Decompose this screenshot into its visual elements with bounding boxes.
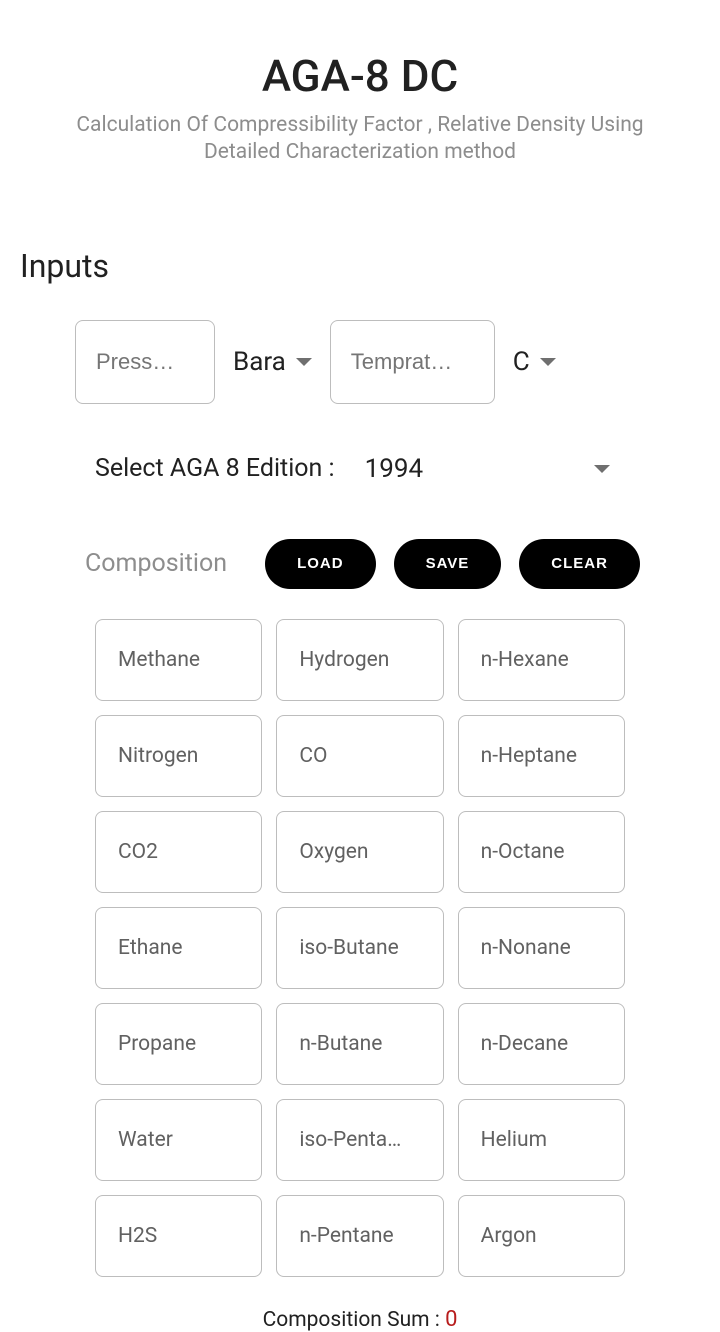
- composition-cell[interactable]: n-Nonane: [458, 907, 625, 989]
- inputs-heading: Inputs: [20, 247, 700, 285]
- edition-row: Select AGA 8 Edition : 1994: [20, 454, 700, 484]
- composition-cell[interactable]: Hydrogen: [276, 619, 443, 701]
- temperature-input[interactable]: [330, 320, 495, 404]
- temperature-unit-select[interactable]: C: [513, 347, 556, 377]
- chevron-down-icon: [540, 358, 556, 366]
- edition-selected-value: 1994: [365, 454, 423, 484]
- save-button[interactable]: SAVE: [394, 539, 502, 589]
- composition-cell[interactable]: n-Hexane: [458, 619, 625, 701]
- composition-grid: MethaneHydrogenn-Hexane NitrogenCOn-Hepta…: [20, 619, 700, 1277]
- pressure-unit-label: Bara: [233, 347, 286, 377]
- composition-cell[interactable]: Helium: [458, 1099, 625, 1181]
- pressure-unit-select[interactable]: Bara: [233, 347, 312, 377]
- composition-cell[interactable]: iso-Penta…: [276, 1099, 443, 1181]
- chevron-down-icon: [296, 358, 312, 366]
- composition-cell[interactable]: H2S: [95, 1195, 262, 1277]
- temperature-unit-label: C: [513, 347, 530, 377]
- composition-cell[interactable]: iso-Butane: [276, 907, 443, 989]
- composition-cell[interactable]: n-Decane: [458, 1003, 625, 1085]
- composition-cell[interactable]: Oxygen: [276, 811, 443, 893]
- inputs-row: Bara C: [20, 320, 700, 404]
- composition-sum-value: 0: [445, 1307, 457, 1332]
- composition-cell[interactable]: Propane: [95, 1003, 262, 1085]
- composition-cell[interactable]: n-Butane: [276, 1003, 443, 1085]
- load-button[interactable]: LOAD: [265, 539, 376, 589]
- page-subtitle: Calculation Of Compressibility Factor , …: [20, 112, 700, 167]
- composition-cell[interactable]: CO2: [95, 811, 262, 893]
- composition-cell[interactable]: CO: [276, 715, 443, 797]
- chevron-down-icon: [594, 465, 610, 473]
- composition-cell[interactable]: Ethane: [95, 907, 262, 989]
- composition-cell[interactable]: Argon: [458, 1195, 625, 1277]
- composition-cell[interactable]: n-Heptane: [458, 715, 625, 797]
- edition-label: Select AGA 8 Edition :: [95, 454, 335, 483]
- composition-label: Composition: [85, 549, 227, 578]
- clear-button[interactable]: CLEAR: [519, 539, 640, 589]
- composition-sum-label: Composition Sum :: [263, 1308, 446, 1332]
- composition-cell[interactable]: Methane: [95, 619, 262, 701]
- composition-cell[interactable]: Nitrogen: [95, 715, 262, 797]
- composition-cell[interactable]: Water: [95, 1099, 262, 1181]
- pressure-input[interactable]: [75, 320, 215, 404]
- composition-cell[interactable]: n-Pentane: [276, 1195, 443, 1277]
- page-title: AGA-8 DC: [20, 50, 700, 102]
- composition-header-row: Composition LOAD SAVE CLEAR: [20, 539, 700, 589]
- composition-sum-row: Composition Sum : 0: [20, 1307, 700, 1332]
- composition-cell[interactable]: n-Octane: [458, 811, 625, 893]
- edition-select[interactable]: 1994: [365, 454, 700, 484]
